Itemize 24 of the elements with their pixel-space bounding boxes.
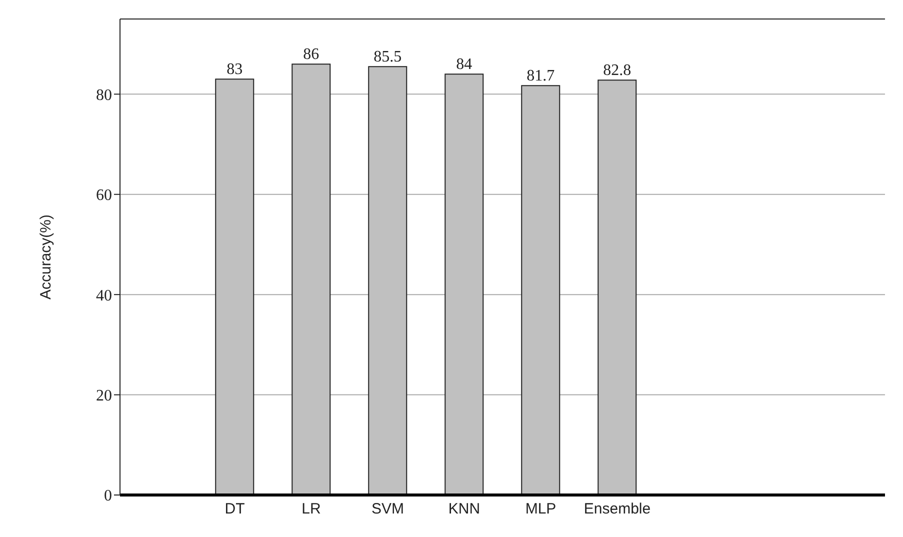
bar (444, 74, 484, 495)
data-label: 85.5 (374, 48, 402, 66)
y-tick-label: 40 (96, 287, 112, 304)
x-tick-label: SVM (371, 500, 404, 518)
x-tick-label: KNN (448, 500, 480, 518)
bar (368, 66, 408, 495)
bar (521, 85, 560, 495)
data-label: 83 (226, 61, 243, 78)
y-axis-title: Accuracy(%) (37, 214, 54, 300)
x-tick-label: DT (224, 500, 245, 518)
y-tick-label: 60 (96, 187, 112, 204)
bar (215, 78, 254, 495)
bar (292, 64, 331, 495)
y-tick-label: 80 (96, 86, 112, 104)
data-label: 82.8 (603, 62, 632, 80)
bar (598, 80, 637, 495)
x-tick-label: LR (302, 500, 321, 518)
y-tick-label: 20 (96, 387, 112, 404)
x-tick-label: MLP (525, 500, 556, 518)
data-label: 84 (456, 56, 472, 74)
y-tick-label: 0 (104, 488, 112, 505)
data-label: 81.7 (526, 68, 555, 85)
data-label: 86 (303, 46, 320, 64)
x-tick-label: Ensemble (584, 500, 651, 518)
